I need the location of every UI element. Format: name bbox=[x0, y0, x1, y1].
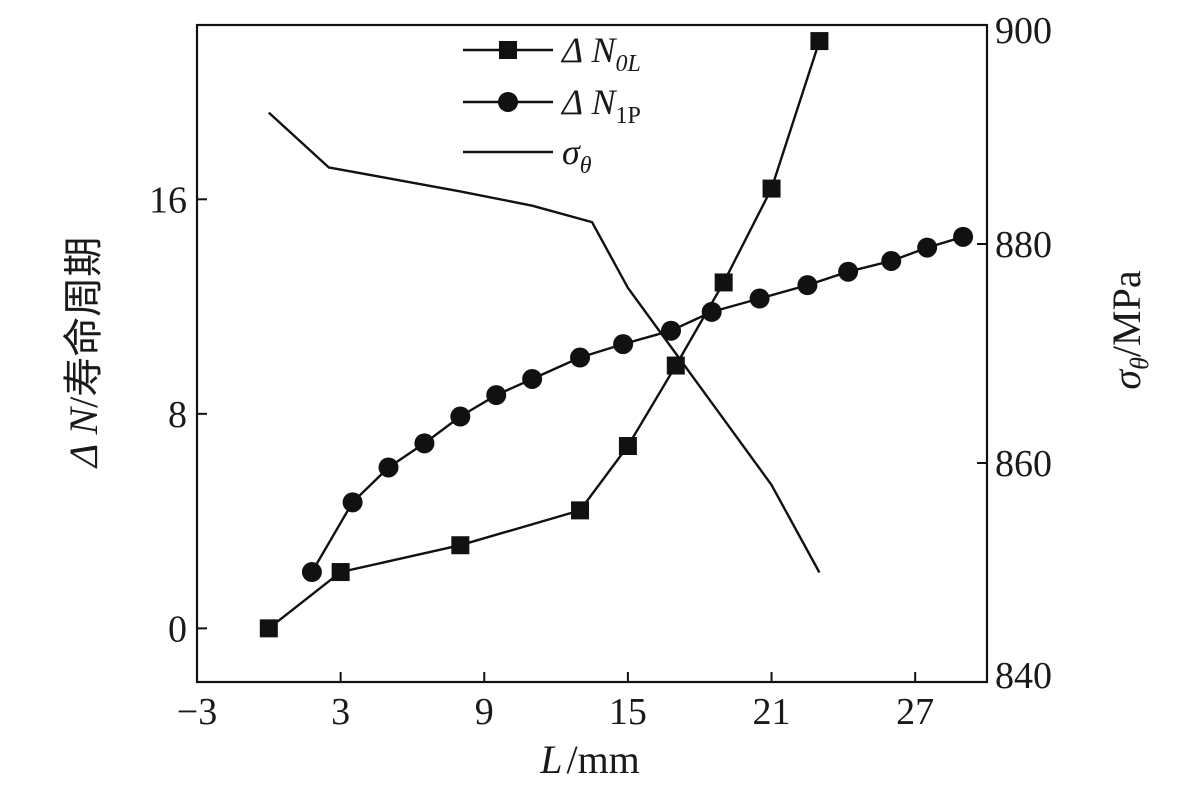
legend-marker-dN0L bbox=[499, 41, 517, 59]
left-axis-ticks: 0 8 16 bbox=[149, 179, 207, 650]
y-right-tick-label: 900 bbox=[995, 10, 1052, 52]
y-left-tick-label: 16 bbox=[149, 179, 187, 221]
point-dN1P bbox=[613, 334, 634, 355]
point-dN1P bbox=[917, 237, 938, 258]
x-axis-ticks: −3 3 9 15 21 27 bbox=[177, 672, 934, 733]
point-dN1P bbox=[486, 385, 507, 406]
point-dN0L bbox=[810, 32, 829, 51]
point-dN1P bbox=[414, 433, 435, 454]
x-tick-label: −3 bbox=[177, 691, 217, 733]
y-right-tick-label: 880 bbox=[995, 224, 1052, 266]
point-dN1P bbox=[881, 250, 902, 271]
y-right-tick-label: 840 bbox=[995, 655, 1052, 697]
point-dN0L bbox=[666, 356, 685, 375]
point-dN1P bbox=[953, 226, 974, 247]
x-tick-label: 21 bbox=[753, 691, 791, 733]
point-dN0L bbox=[331, 563, 350, 582]
legend-label-sigma: σθ bbox=[562, 132, 592, 179]
point-dN0L bbox=[618, 437, 637, 456]
x-tick-label: 3 bbox=[331, 691, 350, 733]
point-dN0L bbox=[259, 619, 278, 638]
y-right-axis-title: σθ/MPa bbox=[1104, 270, 1154, 389]
point-dN1P bbox=[450, 406, 471, 427]
point-dN1P bbox=[342, 492, 363, 513]
point-dN0L bbox=[714, 273, 733, 292]
point-dN1P bbox=[838, 261, 859, 282]
x-tick-label: 9 bbox=[475, 691, 494, 733]
legend-label-dN1P: Δ N1P bbox=[560, 82, 641, 129]
y-right-tick-label: 860 bbox=[995, 443, 1052, 485]
point-dN1P bbox=[797, 275, 818, 296]
series-markers bbox=[259, 32, 974, 638]
point-dN1P bbox=[378, 457, 399, 478]
point-dN1P bbox=[661, 320, 681, 341]
right-axis-ticks: 840 860 880 900 bbox=[977, 10, 1052, 697]
x-tick-label: 27 bbox=[896, 691, 934, 733]
point-dN1P bbox=[570, 347, 591, 368]
series-line-dN0L bbox=[268, 40, 821, 630]
point-dN1P bbox=[701, 301, 722, 322]
y-left-tick-label: 0 bbox=[168, 608, 187, 650]
y-left-axis-title: Δ N/寿命周期 bbox=[61, 237, 106, 470]
x-tick-label: 15 bbox=[609, 691, 647, 733]
series-line-dN1P bbox=[310, 235, 964, 573]
legend-label-dN0L: Δ N0L bbox=[560, 30, 641, 77]
y-left-tick-label: 8 bbox=[168, 394, 187, 436]
point-dN0L bbox=[571, 501, 590, 520]
point-dN1P bbox=[301, 562, 322, 583]
series-line-sigma bbox=[267, 111, 821, 574]
legend-marker-dN1P bbox=[498, 92, 518, 112]
point-dN1P bbox=[749, 288, 770, 309]
point-dN1P bbox=[522, 368, 543, 389]
plot-frame bbox=[195, 23, 989, 684]
point-dN0L bbox=[451, 536, 470, 555]
x-axis-title: L/mm bbox=[539, 737, 640, 782]
point-dN0L bbox=[762, 179, 781, 198]
series-lines bbox=[267, 40, 964, 630]
